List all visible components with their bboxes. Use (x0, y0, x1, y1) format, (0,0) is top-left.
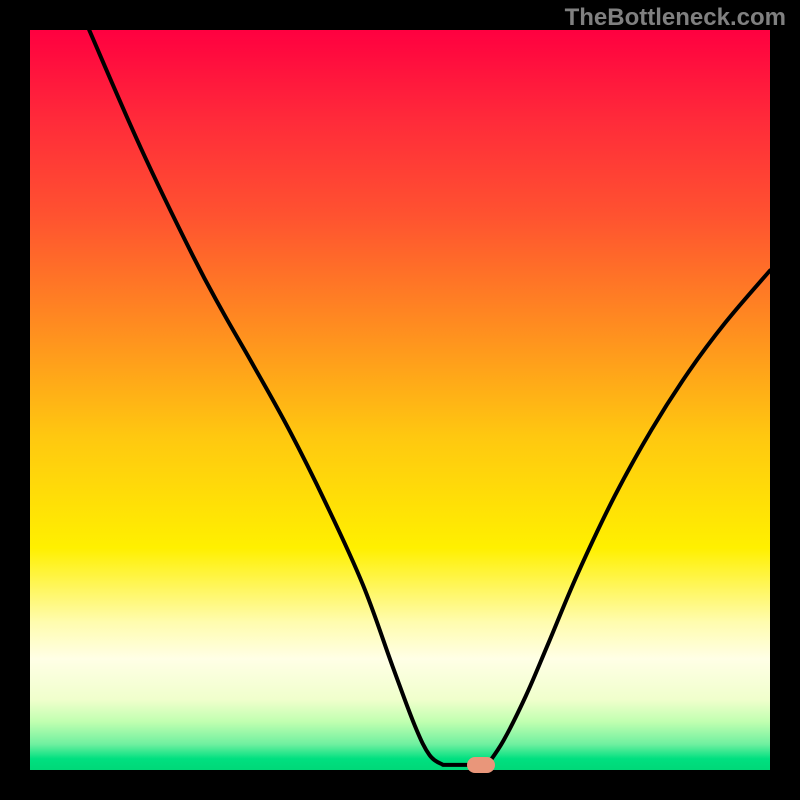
watermark-label: TheBottleneck.com (565, 4, 786, 32)
gradient-background (30, 30, 770, 770)
chart-canvas: TheBottleneck.com (0, 0, 800, 800)
